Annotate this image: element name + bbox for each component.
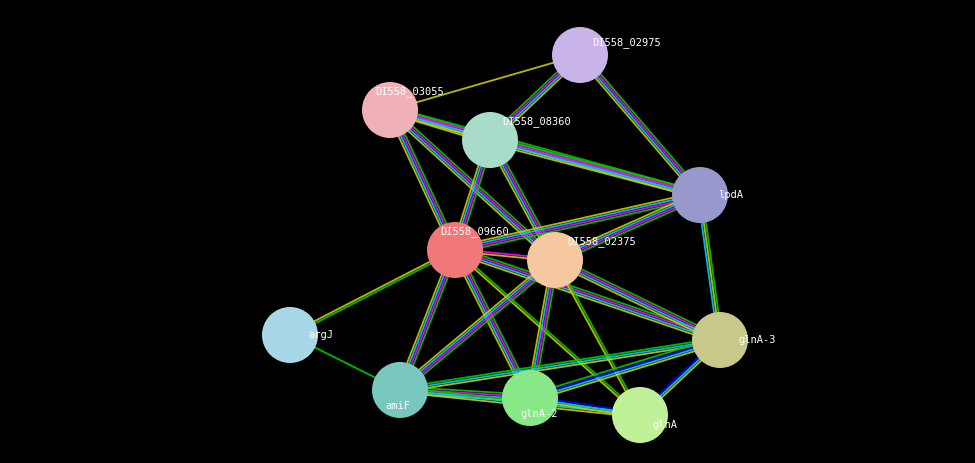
- Text: DI558_03055: DI558_03055: [375, 87, 444, 97]
- Text: DI558_02975: DI558_02975: [592, 38, 661, 49]
- Circle shape: [672, 167, 728, 223]
- Text: lpdA: lpdA: [718, 190, 743, 200]
- Text: DI558_02375: DI558_02375: [567, 237, 636, 247]
- Text: glnA-2: glnA-2: [520, 409, 558, 419]
- Circle shape: [692, 312, 748, 368]
- Text: DI558_09660: DI558_09660: [440, 226, 509, 238]
- Text: DI558_08360: DI558_08360: [502, 117, 570, 127]
- Circle shape: [552, 27, 608, 83]
- Circle shape: [372, 362, 428, 418]
- Text: argJ: argJ: [308, 330, 333, 340]
- Text: amiF: amiF: [385, 401, 410, 411]
- Circle shape: [462, 112, 518, 168]
- Text: glnA: glnA: [652, 420, 677, 430]
- Circle shape: [612, 387, 668, 443]
- Circle shape: [502, 370, 558, 426]
- Circle shape: [527, 232, 583, 288]
- Text: glnA-3: glnA-3: [738, 335, 775, 345]
- Circle shape: [427, 222, 483, 278]
- Circle shape: [362, 82, 418, 138]
- Circle shape: [262, 307, 318, 363]
